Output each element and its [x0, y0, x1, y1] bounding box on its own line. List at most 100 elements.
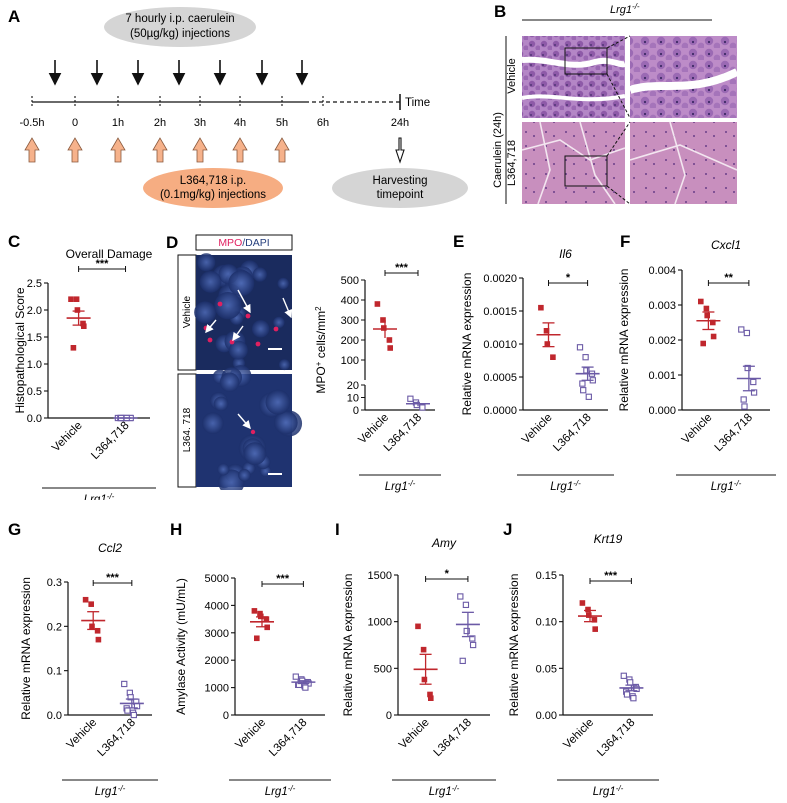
caerulein-pill: [104, 7, 256, 47]
data-point: [124, 707, 131, 714]
y-tick-label: 1500: [368, 570, 392, 582]
significance-stars: ***: [106, 572, 120, 584]
data-point: [710, 319, 716, 326]
y-tick-label: 0: [386, 710, 392, 722]
data-point: [459, 657, 466, 665]
data-point: [415, 623, 421, 630]
data-point: [579, 380, 586, 387]
l364-arrow: [232, 137, 248, 163]
x-tick-label: L364,718: [89, 420, 131, 462]
y-axis-label: Histopathological Score: [13, 287, 27, 413]
data-point: [538, 304, 544, 311]
genotype-label: Lrg1-/-: [95, 784, 126, 798]
l364-arrow: [24, 137, 40, 163]
panel-letter: F: [620, 232, 630, 251]
caerulein-injection-arrows: [48, 60, 309, 86]
genotype-label: Lrg1-/-: [550, 479, 581, 493]
mpo-positive-cell: [229, 339, 235, 345]
data-point: [374, 301, 381, 307]
y-tick-label: 0.2: [47, 621, 62, 633]
chart-title: Overall Damage: [66, 247, 153, 261]
data-point: [457, 593, 464, 600]
data-point: [741, 403, 748, 410]
data-point: [292, 673, 299, 680]
y-tick-label: 5000: [205, 573, 229, 585]
data-point: [627, 679, 634, 686]
y-tick-label: 100: [341, 355, 359, 367]
mpo-positive-cell: [217, 301, 223, 307]
y-tick-label: 0.0010: [483, 339, 517, 351]
data-point: [380, 317, 386, 323]
histology-row-vehicle: Vehicle: [506, 58, 518, 93]
genotype-label: Lrg1-/-: [429, 784, 460, 798]
if-arrow: [205, 319, 217, 334]
data-point: [386, 337, 393, 343]
if-images-panel: D MPO/DAPI Vehicle L364. 718: [166, 233, 303, 490]
genotype-label: Lrg1-/-: [711, 479, 742, 493]
data-point: [127, 694, 134, 701]
y-tick-label: 10: [347, 393, 359, 405]
data-point: [462, 601, 470, 609]
y-tick-label: 200: [341, 335, 359, 347]
timeline-tick-label: -0.5h: [19, 117, 44, 129]
data-point: [744, 364, 751, 372]
y-tick-label: 0.1: [47, 666, 62, 678]
y-tick-label: 2000: [205, 655, 229, 667]
if-row-l364: L364. 718: [182, 407, 193, 452]
genotype-label: Lrg1-/-: [84, 492, 115, 500]
panel-letter: I: [335, 520, 340, 539]
timeline-tick-label: 24h: [391, 117, 409, 129]
data-point: [469, 641, 477, 649]
time-label: Time: [405, 97, 430, 109]
harvest-arrow: [395, 137, 405, 164]
y-tick-label: 0.05: [536, 663, 557, 675]
data-point: [302, 684, 309, 691]
timeline-tick-label: 5h: [276, 117, 288, 129]
data-point: [585, 393, 592, 400]
panel-letter-b: B: [494, 2, 506, 21]
y-tick-label: 3000: [205, 628, 229, 640]
data-point: [582, 354, 589, 361]
y-tick-label: 500: [374, 663, 392, 675]
significance-stars: *: [445, 568, 450, 580]
data-point: [254, 635, 260, 642]
stain-label: MPO/DAPI: [218, 237, 269, 249]
y-tick-label: 0.10: [536, 617, 557, 629]
x-tick-label: L364,718: [96, 717, 138, 759]
data-point: [263, 616, 270, 622]
data-point: [743, 329, 751, 337]
panel-letter: G: [8, 520, 21, 539]
histology-genotype: Lrg1-/-: [610, 2, 640, 16]
panel-letter: H: [170, 520, 182, 539]
data-point: [700, 340, 706, 347]
y-tick-label: 300: [341, 315, 359, 327]
if-arrow: [232, 325, 244, 342]
x-tick-label: Vehicle: [50, 420, 85, 455]
x-tick-label: L364,718: [551, 412, 593, 454]
y-tick-label: 0.0020: [483, 273, 517, 285]
chart-e: E Il6 0.0000 0.0005 0.0010 0.0015 0.0020 Relati…: [453, 232, 614, 493]
chart-i-content: I Amy 0 500 1000 1500 Relative mRNA expression…: [335, 520, 496, 798]
y-tick-label: 0.0005: [483, 372, 517, 384]
data-point: [407, 395, 414, 402]
chart-h-content: H 0 1000 2000 3000 4000 5000 Amylase Activity (…: [170, 520, 331, 798]
chart-title: Ccl2: [98, 541, 122, 555]
chart-e-content: E Il6 0.0000 0.0005 0.0010 0.0015 0.0020 Relati…: [453, 232, 614, 493]
timeline-schematic: A 7 hourly i.p. caerulein (50µg/kg) inje…: [8, 7, 468, 208]
data-point: [469, 635, 476, 642]
l364-arrow: [152, 137, 168, 163]
data-point: [623, 691, 631, 698]
data-point: [82, 596, 89, 603]
chart-f-content: F Cxcl1 0.000 0.001 0.002 0.003 0.004 Relative …: [617, 232, 776, 493]
data-point: [88, 601, 94, 607]
x-tick-label: L364,718: [595, 717, 637, 759]
data-point: [580, 387, 587, 394]
y-tick-label: 1000: [368, 617, 392, 629]
chart-j-content: J Krt19 0.00 0.05 0.10 0.15 Relative mRNA expr…: [503, 520, 659, 798]
chart-g-content: G Ccl2 0.0 0.1 0.2 0.3 Relative mRNA expressio…: [8, 520, 158, 798]
l364-arrow: [192, 137, 208, 163]
chart-c-content: C Overall Damage 0.0 0.5 1.0 1.5 2.0 2.5Histopa…: [8, 232, 156, 500]
chart-title: Cxcl1: [711, 238, 741, 252]
